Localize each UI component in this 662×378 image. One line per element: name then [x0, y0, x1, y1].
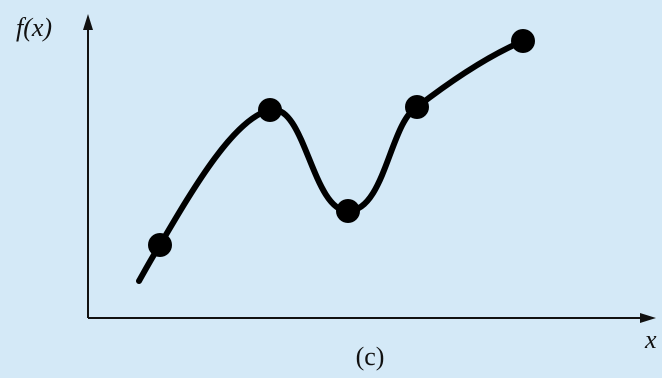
x-axis-arrow [640, 313, 656, 323]
point [258, 98, 282, 122]
point [336, 199, 360, 223]
y-axis-label: f(x) [16, 13, 52, 42]
point [511, 29, 535, 53]
y-axis-arrow [83, 14, 93, 30]
point [148, 233, 172, 257]
curve [136, 38, 526, 284]
caption: (c) [356, 342, 385, 371]
point [405, 95, 429, 119]
x-axis-label: x [644, 325, 657, 354]
